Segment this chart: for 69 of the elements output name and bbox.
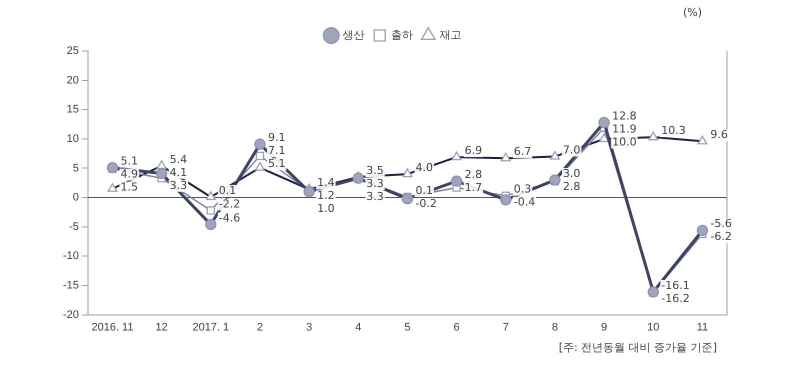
data-label: 5.1 [268,157,286,170]
data-label: -5.6 [710,217,732,230]
data-label: 11.9 [612,122,637,136]
data-label: 5.4 [170,152,188,166]
data-label: 2.8 [464,168,482,181]
y-tick-label: 15 [66,104,79,116]
x-tick-label: 2 [256,321,264,334]
data-label: 9.1 [268,131,286,144]
y-tick-label: -15 [62,280,79,292]
x-tick-label: 2017. 1 [192,321,230,334]
data-label: 5.1 [120,154,138,168]
legend-label: 생산 [342,28,364,42]
data-label: 4.1 [170,166,188,179]
data-label: 10.0 [612,135,637,148]
data-label: 1.5 [120,180,138,194]
data-label: 6.7 [514,145,532,158]
x-tick-label: 6 [454,321,460,334]
data-label: 9.6 [710,128,728,142]
data-label: 1.0 [317,202,335,216]
data-label: 3.5 [366,164,384,177]
data-label: 0.1 [415,184,433,197]
y-tick-label: 5 [72,162,79,174]
data-label: 0.1 [218,184,236,197]
data-label: -2.2 [218,197,240,210]
data-label: -0.4 [514,196,536,209]
data-label: 3.3 [366,190,384,203]
data-label: 1.7 [464,181,482,194]
x-tick-label: 3 [306,321,312,334]
y-tick-label: 0 [72,192,79,204]
data-label: 6.9 [464,144,482,157]
data-label: 1.4 [317,176,335,190]
text: [주: 전년동월 대비 증가율 기준] [558,340,717,355]
y-tick-label: -20 [62,308,79,321]
data-label: 3.3 [366,176,384,190]
data-label: 2.8 [562,180,580,193]
data-label: 7.0 [562,143,580,156]
point [256,152,264,160]
y-axis-title: (%) [683,6,702,19]
data-label: -6.2 [710,230,732,244]
data-label: 3.0 [562,166,580,180]
y-tick-label: -5 [69,220,79,233]
y-tick-label: 20 [66,74,79,86]
x-tick-label: 7 [502,321,509,334]
x-tick-label: 12 [156,321,168,334]
x-tick-label: 4 [355,321,362,334]
data-label: -16.1 [661,278,690,292]
legend-label: 재고 [439,28,462,42]
data-label: 12.8 [612,109,637,122]
x-tick-label: 10 [647,321,660,334]
data-label: 1.2 [317,189,335,202]
data-label: 10.3 [661,124,686,138]
point [206,206,215,215]
data-label: 3.3 [170,178,188,192]
data-label: 4.0 [415,160,433,174]
x-tick-label: 2016. 11 [91,321,134,334]
x-tick-label: 11 [696,321,708,334]
legend-label: 출하 [390,28,413,42]
data-label: 7.1 [268,144,286,158]
data-label: 0.3 [514,182,532,196]
data-label: -4.6 [218,211,240,224]
y-tick-label: -10 [62,250,79,262]
data-label: 4.9 [120,168,138,181]
y-tick-label: 10 [66,132,79,145]
x-tick-label: 8 [552,321,558,334]
x-tick-label: 5 [404,321,411,334]
data-label: -16.2 [661,292,690,305]
y-tick-label: 25 [66,45,79,58]
data-label: -0.2 [415,196,437,210]
x-tick-label: 9 [601,321,608,334]
